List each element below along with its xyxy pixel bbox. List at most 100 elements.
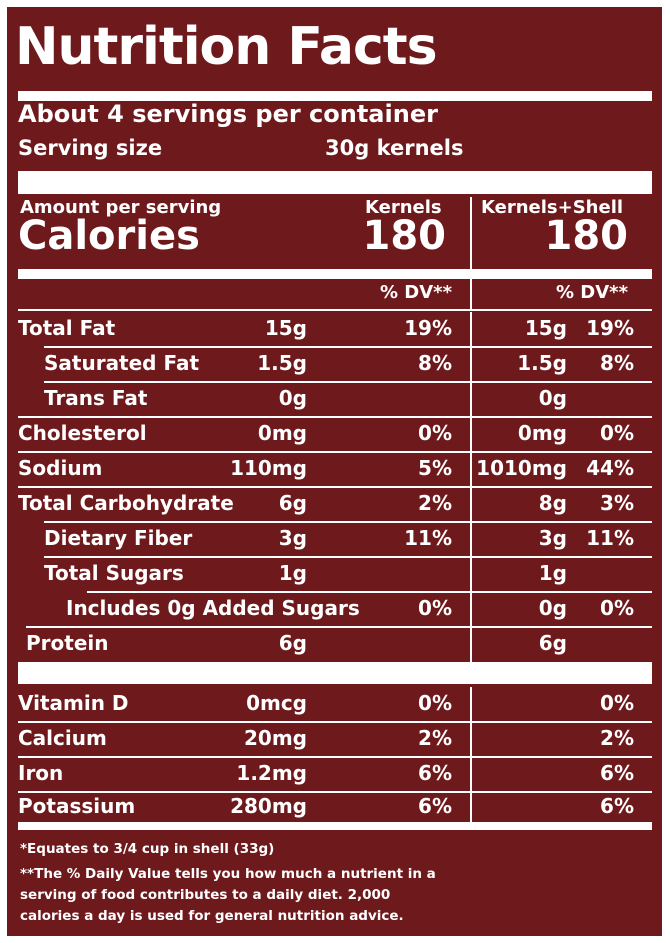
footnote-equates: *Equates to 3/4 cup in shell (33g) xyxy=(20,841,275,857)
kernels-shell-amount: 1.5g xyxy=(517,351,567,375)
kernels-shell-amount: 3g xyxy=(538,526,567,550)
kernels-amount: 20mg xyxy=(244,726,307,750)
kernels-shell-dv: 6% xyxy=(600,761,634,785)
kernels-shell-amount: 15g xyxy=(524,316,567,340)
column-divider xyxy=(470,279,472,309)
amount-per-serving: Amount per serving xyxy=(20,197,222,218)
kernels-shell-dv: 44% xyxy=(586,456,634,480)
nutrient-name: Total Fat xyxy=(18,316,116,340)
nutrient-name: Saturated Fat xyxy=(44,351,200,375)
nutrient-name: Dietary Fiber xyxy=(44,526,193,550)
nutrient-name: Total Sugars xyxy=(44,561,184,585)
column-divider xyxy=(470,452,472,487)
kernels-dv: 11% xyxy=(404,526,452,550)
kernels-shell-amount: 1010mg xyxy=(476,456,567,480)
column-divider xyxy=(470,722,472,757)
kernels-shell-dv: 8% xyxy=(600,351,634,375)
nutrition-label: Nutrition Facts About 4 servings per con… xyxy=(7,7,662,936)
row-divider xyxy=(44,521,652,523)
thick-divider xyxy=(18,91,652,101)
label-title: Nutrition Facts xyxy=(15,17,438,77)
kernels-amount: 1.5g xyxy=(257,351,307,375)
kernels-shell-dv: 11% xyxy=(586,526,634,550)
vitamin-name: Calcium xyxy=(18,726,107,750)
kernels-header: Kernels xyxy=(365,197,442,218)
kernels-amount: 6g xyxy=(278,491,307,515)
kernels-shell-amount: 0mg xyxy=(517,421,567,445)
column-divider xyxy=(470,592,472,627)
serving-size-value: 30g kernels xyxy=(325,136,464,160)
column-divider xyxy=(470,757,472,792)
column-divider xyxy=(470,417,472,452)
row-divider xyxy=(44,556,652,558)
kernels-dv: 0% xyxy=(418,596,452,620)
column-divider xyxy=(470,197,472,269)
row-divider xyxy=(18,451,652,453)
nutrient-name: Sodium xyxy=(18,456,103,480)
kernels-shell-dv: 2% xyxy=(600,726,634,750)
row-divider xyxy=(18,486,652,488)
kernels-amount: 0mcg xyxy=(246,691,307,715)
row-divider xyxy=(44,346,652,348)
kernels-dv: 19% xyxy=(404,316,452,340)
serving-size-label: Serving size xyxy=(18,136,163,160)
column-divider xyxy=(470,487,472,522)
row-divider xyxy=(26,626,652,628)
vitamin-name: Vitamin D xyxy=(18,691,129,715)
kernels-amount: 0mg xyxy=(257,421,307,445)
kernels-shell-dv: 6% xyxy=(600,794,634,818)
calories-label: Calories xyxy=(18,213,200,259)
kernels-dv: 2% xyxy=(418,726,452,750)
vitamin-name: Iron xyxy=(18,761,64,785)
kernels-calories: 180 xyxy=(362,213,447,259)
kernels-dv: 5% xyxy=(418,456,452,480)
thick-divider xyxy=(18,822,652,830)
kernels-dv: 0% xyxy=(418,421,452,445)
row-divider xyxy=(44,381,652,383)
kernels-shell-dv: 0% xyxy=(600,596,634,620)
thick-divider xyxy=(18,662,652,684)
nutrient-name: Protein xyxy=(26,631,109,655)
kernels-amount: 3g xyxy=(278,526,307,550)
row-divider xyxy=(87,591,652,593)
kernels-amount: 0g xyxy=(278,386,307,410)
kernels-dv: 6% xyxy=(418,794,452,818)
kernels-amount: 280mg xyxy=(230,794,307,818)
kernels-amount: 6g xyxy=(278,631,307,655)
vitamin-name: Potassium xyxy=(18,794,136,818)
thick-divider xyxy=(18,171,652,194)
nutrient-name: Includes 0g Added Sugars xyxy=(66,596,360,620)
servings-per-container: About 4 servings per container xyxy=(18,100,438,128)
nutrient-name: Trans Fat xyxy=(44,386,148,410)
kernels-shell-amount: 0g xyxy=(538,386,567,410)
kernels-dv: 2% xyxy=(418,491,452,515)
column-divider xyxy=(470,790,472,825)
row-divider xyxy=(18,756,652,758)
footnote-dv-line3: calories a day is used for general nutri… xyxy=(20,908,404,924)
kernels-shell-dv: 0% xyxy=(600,691,634,715)
kernels-amount: 15g xyxy=(264,316,307,340)
thick-divider xyxy=(18,269,652,279)
footnote-dv-line1: **The % Daily Value tells you how much a… xyxy=(20,866,436,882)
footnote-dv-line2: serving of food contributes to a daily d… xyxy=(20,887,391,903)
kernels-shell-dv: 19% xyxy=(586,316,634,340)
column-divider xyxy=(470,347,472,382)
kernels-shell-amount: 0g xyxy=(538,596,567,620)
row-divider xyxy=(18,416,652,418)
kernels-amount: 110mg xyxy=(230,456,307,480)
kernels-shell-dv: 0% xyxy=(600,421,634,445)
row-divider xyxy=(18,791,652,793)
kernels-amount: 1g xyxy=(278,561,307,585)
kernels-shell-dv-header: % DV** xyxy=(556,282,628,303)
column-divider xyxy=(470,522,472,557)
kernels-shell-dv: 3% xyxy=(600,491,634,515)
kernels-amount: 1.2mg xyxy=(236,761,307,785)
kernels-dv: 0% xyxy=(418,691,452,715)
kernels-dv: 8% xyxy=(418,351,452,375)
kernels-shell-calories: 180 xyxy=(544,213,629,259)
kernels-shell-amount: 1g xyxy=(538,561,567,585)
kernels-shell-amount: 8g xyxy=(538,491,567,515)
column-divider xyxy=(470,382,472,417)
nutrient-name: Total Carbohydrate xyxy=(18,491,234,515)
kernels-shell-header: Kernels+Shell xyxy=(481,197,624,218)
